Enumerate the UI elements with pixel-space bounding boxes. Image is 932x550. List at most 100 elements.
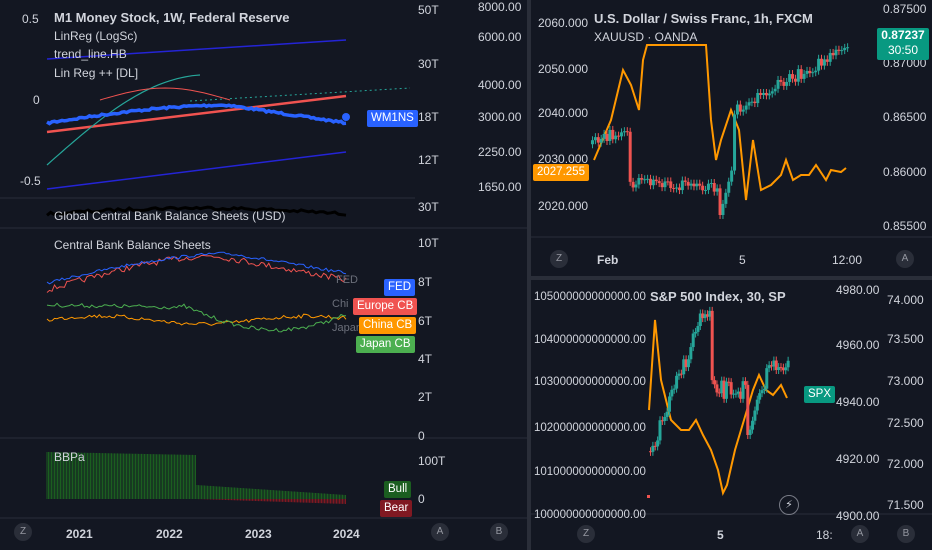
tr-right-tick: 0.85500 bbox=[883, 219, 927, 233]
t-scale-tick: 30T bbox=[418, 57, 439, 71]
pane4-title[interactable]: BBPa bbox=[54, 450, 85, 464]
usdchf-candle bbox=[593, 137, 597, 141]
price-scale-tick: 4000.00 bbox=[478, 78, 522, 92]
scale-b-icon[interactable]: B bbox=[490, 523, 508, 541]
usdchf-candle bbox=[634, 184, 638, 188]
ghost-label-fed: FED bbox=[336, 274, 358, 286]
usdchf-candle bbox=[704, 189, 708, 191]
usdchf-candle bbox=[712, 183, 716, 192]
bottom-right-chart-title[interactable]: S&P 500 Index, 30, SP bbox=[650, 289, 786, 304]
china-cb-tag: China CB bbox=[359, 317, 417, 334]
panel-divider[interactable] bbox=[527, 0, 531, 550]
tr-x-label: Feb bbox=[597, 253, 619, 267]
usdchf-candle bbox=[788, 74, 792, 82]
usdchf-candle bbox=[625, 131, 629, 133]
usdchf-candle bbox=[628, 131, 632, 182]
regression-line bbox=[46, 94, 347, 134]
top-right-chart-title[interactable]: U.S. Dollar / Swiss Franc, 1h, FXCM bbox=[594, 11, 813, 26]
usdchf-candle bbox=[608, 129, 612, 141]
usdchf-candle bbox=[680, 180, 684, 191]
usdchf-candle bbox=[631, 181, 635, 188]
usdchf-candle bbox=[733, 114, 737, 171]
price-tag: 0.87237 30:50 bbox=[877, 28, 929, 60]
pane3-title[interactable]: Central Bank Balance Sheets bbox=[54, 238, 211, 252]
wm1ns-line bbox=[46, 103, 347, 126]
red-arc bbox=[99, 87, 231, 101]
spx-candle bbox=[660, 420, 664, 422]
spx-candle bbox=[736, 391, 740, 394]
auto-scale-icon[interactable]: A bbox=[431, 523, 449, 541]
upper-channel-line bbox=[46, 39, 347, 60]
usdchf-candle bbox=[619, 132, 623, 137]
pane4-scale-tick: 0 bbox=[418, 492, 425, 506]
japan-cb-tag: Japan CB bbox=[356, 336, 415, 353]
spx-candle bbox=[684, 359, 688, 368]
tr-left-tick: 2040.000 bbox=[538, 106, 589, 120]
spx-candle bbox=[760, 390, 764, 394]
br-auto-scale-icon[interactable]: A bbox=[851, 525, 869, 543]
fed-tag: FED bbox=[384, 279, 415, 296]
price-scale-tick: 8000.00 bbox=[478, 0, 522, 14]
horizontal-divider[interactable] bbox=[531, 276, 932, 280]
usdchf-candle bbox=[825, 59, 829, 62]
indicator-linreg[interactable]: LinReg (LogSc) bbox=[54, 29, 138, 43]
wm1ns-dot bbox=[342, 113, 350, 121]
usdchf-candle bbox=[773, 88, 777, 92]
price-scale-tick: 6000.00 bbox=[478, 30, 522, 44]
tr-auto-scale-icon[interactable]: A bbox=[896, 250, 914, 268]
spx-candle bbox=[713, 380, 717, 385]
spx-candle bbox=[765, 368, 769, 389]
spx-candle bbox=[762, 388, 766, 391]
br-scale-b-icon[interactable]: B bbox=[897, 525, 915, 543]
usdchf-candle bbox=[718, 188, 722, 215]
spx-candle bbox=[777, 367, 781, 371]
tr-zoom-reset-icon[interactable]: Z bbox=[550, 250, 568, 268]
br-zoom-reset-icon[interactable]: Z bbox=[577, 525, 595, 543]
lightning-icon[interactable]: ⚡ bbox=[779, 495, 799, 515]
usdchf-candle bbox=[822, 59, 826, 66]
usdchf-candle bbox=[820, 58, 824, 66]
usdchf-candle bbox=[779, 79, 783, 82]
usdchf-candle bbox=[660, 183, 664, 188]
indicator-linreg-dl[interactable]: Lin Reg ++ [DL] bbox=[54, 66, 139, 80]
br-right-tick: 72.500 bbox=[887, 416, 924, 430]
usdchf-candle bbox=[747, 102, 751, 106]
top-right-chart[interactable]: U.S. Dollar / Swiss Franc, 1h, FXCM XAUU… bbox=[531, 0, 932, 276]
usdchf-candle bbox=[808, 70, 812, 74]
pane2-title[interactable]: Global Central Bank Balance Sheets (USD) bbox=[54, 209, 286, 223]
bottom-right-chart[interactable]: S&P 500 Index, 30, SP 105000000000000.00… bbox=[531, 280, 932, 550]
zoom-reset-icon[interactable]: Z bbox=[14, 523, 32, 541]
left-chart-plot bbox=[0, 39, 527, 519]
pane3-scale-tick: 4T bbox=[418, 352, 433, 366]
usdchf-candle bbox=[802, 73, 806, 79]
usdchf-candle bbox=[695, 183, 699, 187]
top-right-chart-plot bbox=[531, 43, 932, 238]
usdchf-candle bbox=[677, 187, 681, 191]
ghost-label-china: Chi bbox=[332, 298, 349, 310]
wm1ns-tag: WM1NS bbox=[367, 110, 418, 127]
spx-candle bbox=[717, 392, 721, 394]
fed-line bbox=[46, 251, 347, 285]
pane3-scale-tick: 0 bbox=[418, 429, 425, 443]
br-left-tick: 104000000000000.00 bbox=[534, 334, 646, 346]
usdchf-candle bbox=[637, 178, 641, 185]
spx-candle bbox=[746, 384, 750, 435]
usdchf-candle bbox=[605, 133, 609, 141]
br-mid-tick: 4940.00 bbox=[836, 395, 880, 409]
tr-left-price-tag: 2027.255 bbox=[533, 164, 589, 181]
indicator-trendline[interactable]: trend_line.HB bbox=[54, 47, 127, 61]
usdchf-candle bbox=[669, 181, 673, 189]
tr-right-tick: 0.86000 bbox=[883, 165, 927, 179]
spx-tag: SPX bbox=[804, 386, 836, 403]
spx-candle bbox=[658, 420, 662, 441]
left-chart-title[interactable]: M1 Money Stock, 1W, Federal Reserve bbox=[54, 10, 290, 25]
left-chart[interactable]: M1 Money Stock, 1W, Federal Reserve LinR… bbox=[0, 0, 527, 550]
usdchf-candle bbox=[706, 183, 710, 190]
top-right-chart-subtitle[interactable]: XAUUSD · OANDA bbox=[594, 30, 698, 44]
br-right-tick: 71.500 bbox=[887, 498, 924, 512]
usdchf-candle bbox=[599, 138, 603, 143]
br-mid-tick: 4920.00 bbox=[836, 452, 880, 466]
usdchf-candle bbox=[654, 179, 658, 182]
usdchf-candle bbox=[666, 181, 670, 183]
usdchf-candle bbox=[640, 178, 644, 180]
